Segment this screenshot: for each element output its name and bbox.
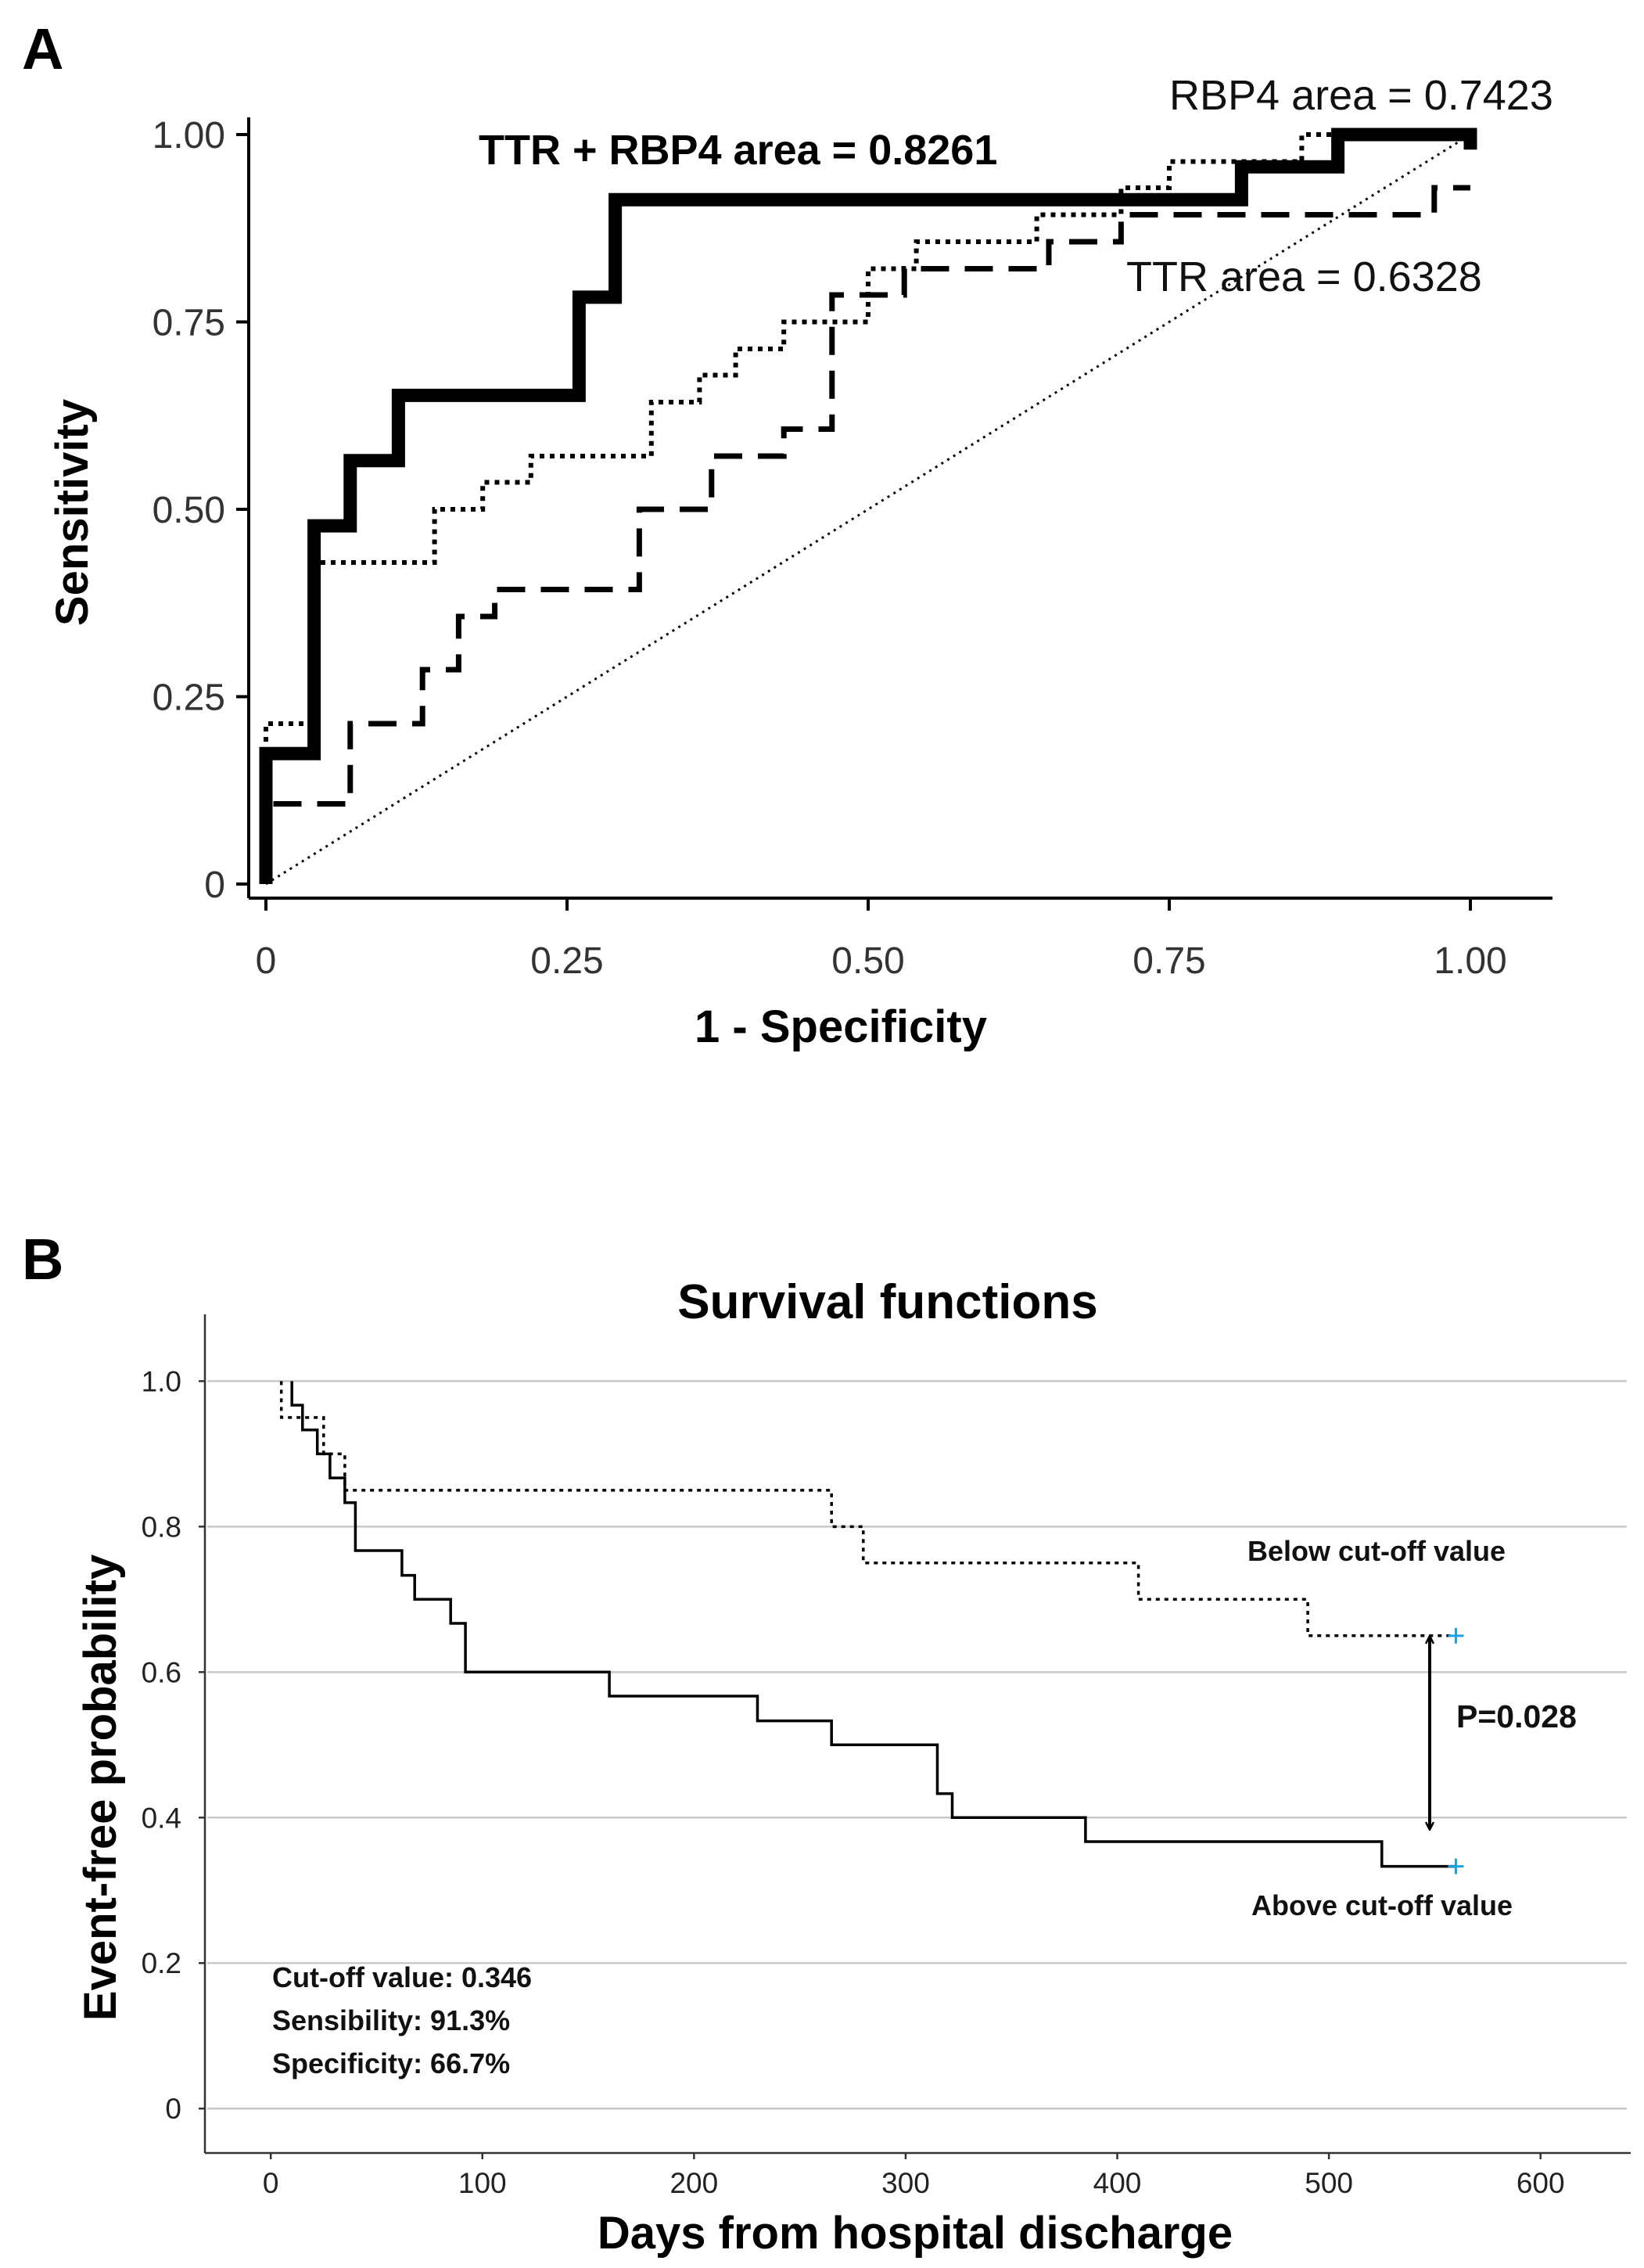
survival-x-tick-label: 500 bbox=[1305, 2167, 1353, 2199]
roc-x-tick-label: 0 bbox=[256, 940, 277, 982]
survival-x-tick-label: 300 bbox=[881, 2167, 930, 2199]
survival-chart-title: Survival functions bbox=[677, 1275, 1097, 1329]
roc-y-tick-label: 0.75 bbox=[153, 303, 225, 344]
km-curve-above-cut-off-value bbox=[290, 1381, 1456, 1868]
survival-y-tick-label: 0 bbox=[165, 2093, 181, 2125]
roc-x-axis-label: 1 - Specificity bbox=[695, 1001, 987, 1052]
roc-curve-ttr-rbp4 bbox=[259, 128, 1477, 884]
cutoff-value-text: Cut-off value: 0.346 bbox=[272, 1961, 532, 1993]
rbp4-area-label: RBP4 area = 0.7423 bbox=[1169, 72, 1553, 119]
roc-y-tick-label: 1.00 bbox=[153, 115, 225, 156]
panel-b-letter: B bbox=[22, 1227, 63, 1292]
survival-ticks: 0 0.2 0.4 0.6 0.8 1.0 0 100 200 300 400 500 600 bbox=[142, 1365, 1565, 2199]
roc-curve-rbp4 bbox=[264, 132, 1470, 884]
survival-y-tick-label: 1.0 bbox=[142, 1365, 181, 1397]
p-value-label: P=0.028 bbox=[1456, 1698, 1577, 1734]
roc-series bbox=[259, 128, 1477, 886]
survival-x-tick-label: 200 bbox=[669, 2167, 718, 2199]
survival-x-tick-label: 0 bbox=[263, 2167, 279, 2199]
sensibility-text: Sensibility: 91.3% bbox=[272, 2004, 510, 2036]
survival-y-tick-label: 0.2 bbox=[142, 1947, 181, 1979]
roc-chart: 0 0.25 0.50 0.75 1.00 0 0.25 0.50 0.75 1.00 TTR +… bbox=[47, 72, 1553, 1052]
survival-x-axis-label: Days from hospital discharge bbox=[598, 2208, 1233, 2259]
roc-curve-ttr bbox=[263, 185, 1470, 884]
panel-a-letter: A bbox=[22, 16, 63, 81]
below-cutoff-label: Below cut-off value bbox=[1247, 1535, 1506, 1567]
survival-x-tick-label: 100 bbox=[458, 2167, 507, 2199]
survival-chart: Survival functions 0 0.2 0.4 0.6 0.8 1.0 0 100 2… bbox=[75, 1275, 1631, 2259]
ttr-rbp4-area-label: TTR + RBP4 area = 0.8261 bbox=[479, 127, 997, 174]
censor-mark-below-cut-off-value bbox=[1448, 1627, 1464, 1644]
roc-y-tick-label: 0 bbox=[204, 864, 225, 906]
survival-y-axis-label: Event-free probability bbox=[75, 1555, 126, 2021]
above-cutoff-label: Above cut-off value bbox=[1251, 1889, 1513, 1921]
roc-x-tick-label: 0.25 bbox=[530, 940, 603, 982]
survival-x-tick-label: 600 bbox=[1517, 2167, 1565, 2199]
specificity-text: Specificity: 66.7% bbox=[272, 2047, 510, 2079]
survival-axes bbox=[203, 1314, 1631, 2155]
roc-curve-reference bbox=[265, 133, 1471, 886]
ttr-area-label: TTR area = 0.6328 bbox=[1126, 253, 1482, 300]
roc-y-axis-label: Sensitivity bbox=[47, 399, 98, 626]
survival-series bbox=[279, 1381, 1464, 1874]
survival-x-tick-label: 400 bbox=[1093, 2167, 1142, 2199]
roc-y-tick-label: 0.25 bbox=[153, 678, 225, 719]
roc-x-tick-label: 0.75 bbox=[1132, 940, 1205, 982]
km-curve-below-cut-off-value bbox=[279, 1381, 1456, 1637]
survival-gridlines bbox=[207, 1380, 1627, 2110]
survival-y-tick-label: 0.6 bbox=[142, 1656, 181, 1688]
roc-x-tick-label: 1.00 bbox=[1434, 940, 1506, 982]
censor-mark-above-cut-off-value bbox=[1448, 1858, 1464, 1874]
survival-y-tick-label: 0.8 bbox=[142, 1511, 181, 1543]
roc-ticks: 0 0.25 0.50 0.75 1.00 0 0.25 0.50 0.75 1.00 bbox=[153, 115, 1507, 982]
roc-x-tick-label: 0.50 bbox=[831, 940, 904, 982]
survival-y-tick-label: 0.4 bbox=[142, 1802, 181, 1834]
roc-y-tick-label: 0.50 bbox=[153, 490, 225, 531]
